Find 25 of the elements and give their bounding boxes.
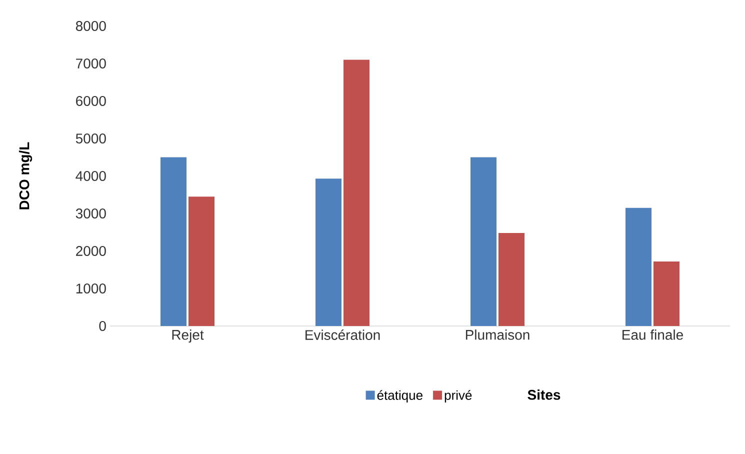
y-tick-label: 6000: [76, 96, 106, 106]
x-tick-label: Eviscération: [306, 330, 380, 340]
y-axis-title: DCO mg/L: [18, 142, 32, 210]
bar: [498, 233, 524, 326]
x-tick-label: Plumaison: [466, 330, 530, 340]
bar: [188, 196, 214, 326]
y-tick-label: 7000: [76, 58, 106, 68]
y-tick-label: 8000: [76, 21, 106, 31]
bar: [654, 262, 680, 326]
y-tick-label: 5000: [76, 134, 106, 144]
legend-label: étatique: [377, 390, 422, 402]
bar: [343, 60, 370, 326]
legend-label: privé: [444, 390, 472, 402]
bar: [316, 178, 342, 326]
x-tick-label: Eau finale: [622, 330, 683, 340]
y-tick-label: 0: [99, 321, 106, 331]
y-tick-label: 3000: [76, 208, 106, 218]
bar: [470, 157, 497, 326]
x-tick-label: Rejet: [172, 330, 204, 343]
y-tick-label: 4000: [76, 171, 106, 181]
y-tick-label: 2000: [76, 246, 106, 256]
bar: [160, 157, 187, 326]
x-axis-title: Sites: [528, 390, 560, 400]
bar: [626, 208, 652, 326]
y-tick-label: 1000: [76, 284, 106, 294]
